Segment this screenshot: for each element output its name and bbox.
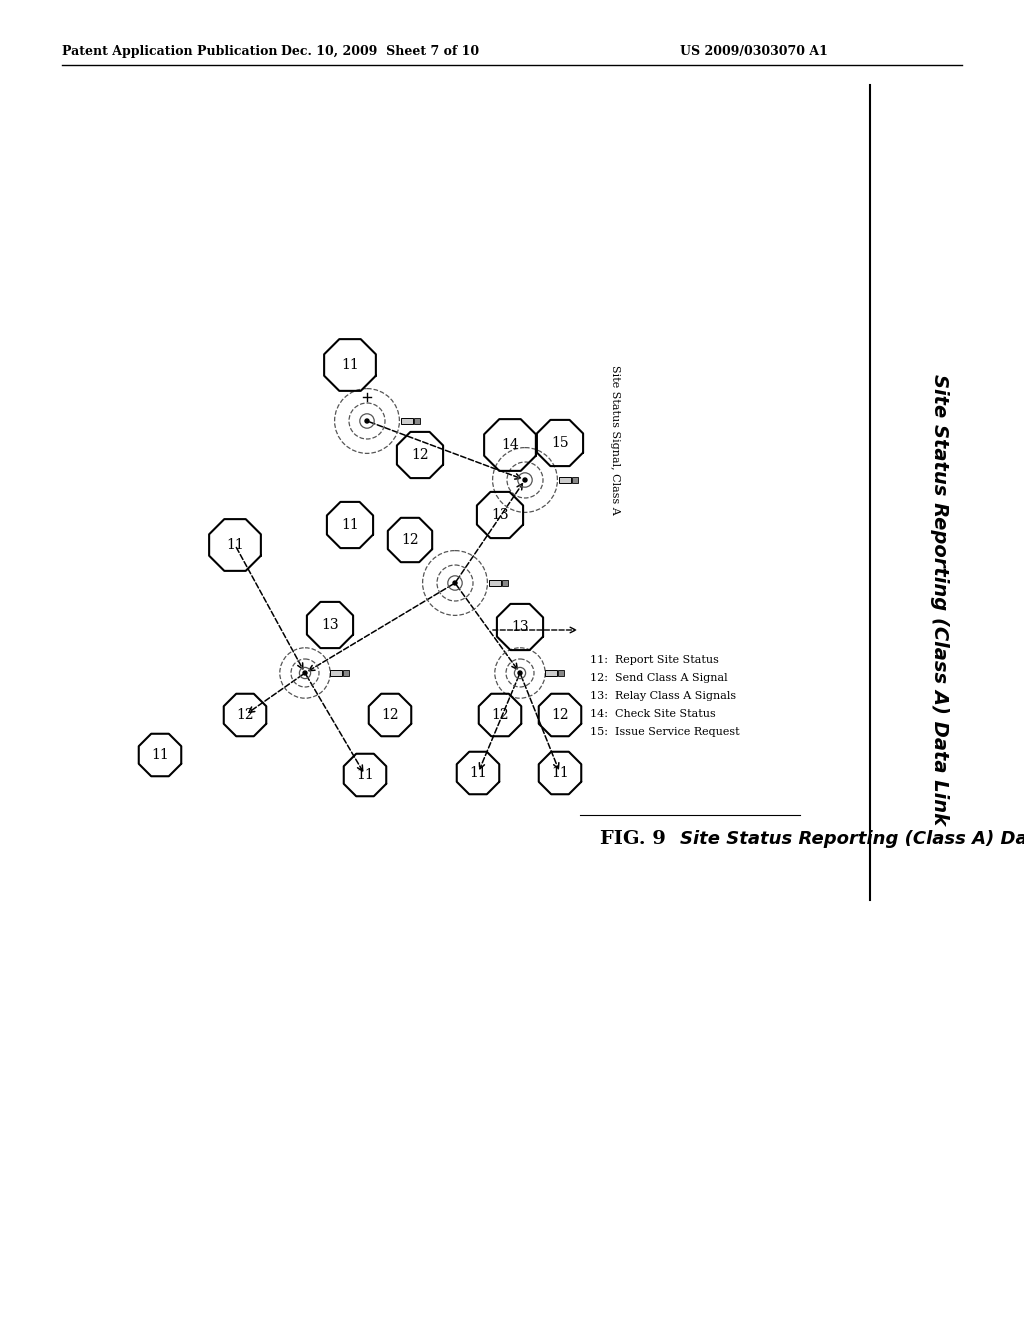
Text: 11: 11 [341, 358, 358, 372]
Bar [343, 671, 349, 676]
Text: 14: 14 [501, 438, 519, 451]
Circle shape [365, 418, 369, 422]
Text: 11: 11 [341, 517, 358, 532]
Text: US 2009/0303070 A1: US 2009/0303070 A1 [680, 45, 827, 58]
Text: 12: 12 [492, 708, 509, 722]
Text: FIG. 9: FIG. 9 [600, 830, 666, 847]
Text: 12:  Send Class A Signal: 12: Send Class A Signal [590, 673, 728, 682]
Text: Site Status Reporting (Class A) Data Link: Site Status Reporting (Class A) Data Lin… [931, 375, 949, 825]
Text: 11: 11 [152, 748, 169, 762]
Bar [330, 669, 342, 676]
Bar [559, 477, 570, 483]
Bar [414, 418, 420, 424]
Text: 13: 13 [322, 618, 339, 632]
Text: 12: 12 [551, 708, 568, 722]
Circle shape [453, 581, 457, 585]
Text: 11: 11 [551, 766, 569, 780]
Circle shape [518, 671, 522, 675]
Bar [545, 669, 557, 676]
Text: 13:  Relay Class A Signals: 13: Relay Class A Signals [590, 690, 736, 701]
Bar [502, 579, 508, 586]
Bar [558, 671, 563, 676]
Text: 13: 13 [492, 508, 509, 521]
Text: 15:  Issue Service Request: 15: Issue Service Request [590, 727, 739, 737]
Bar [488, 579, 501, 586]
Text: Patent Application Publication: Patent Application Publication [62, 45, 278, 58]
Bar [400, 417, 413, 425]
Text: 11: 11 [469, 766, 486, 780]
Text: 12: 12 [412, 447, 429, 462]
Circle shape [523, 478, 527, 482]
Text: Site Status Reporting (Class A) Data Link: Site Status Reporting (Class A) Data Lin… [680, 830, 1024, 847]
Text: 12: 12 [401, 533, 419, 546]
Text: 15: 15 [551, 436, 568, 450]
Text: 13: 13 [511, 620, 528, 634]
Bar [571, 477, 578, 483]
Text: 11:  Report Site Status: 11: Report Site Status [590, 655, 719, 665]
Text: Dec. 10, 2009  Sheet 7 of 10: Dec. 10, 2009 Sheet 7 of 10 [281, 45, 479, 58]
Text: 12: 12 [381, 708, 398, 722]
Text: 11: 11 [356, 768, 374, 781]
Text: 11: 11 [226, 539, 244, 552]
Text: 14:  Check Site Status: 14: Check Site Status [590, 709, 716, 719]
Text: 12: 12 [237, 708, 254, 722]
Text: Site Status Signal, Class A: Site Status Signal, Class A [610, 366, 620, 515]
Circle shape [303, 671, 307, 675]
